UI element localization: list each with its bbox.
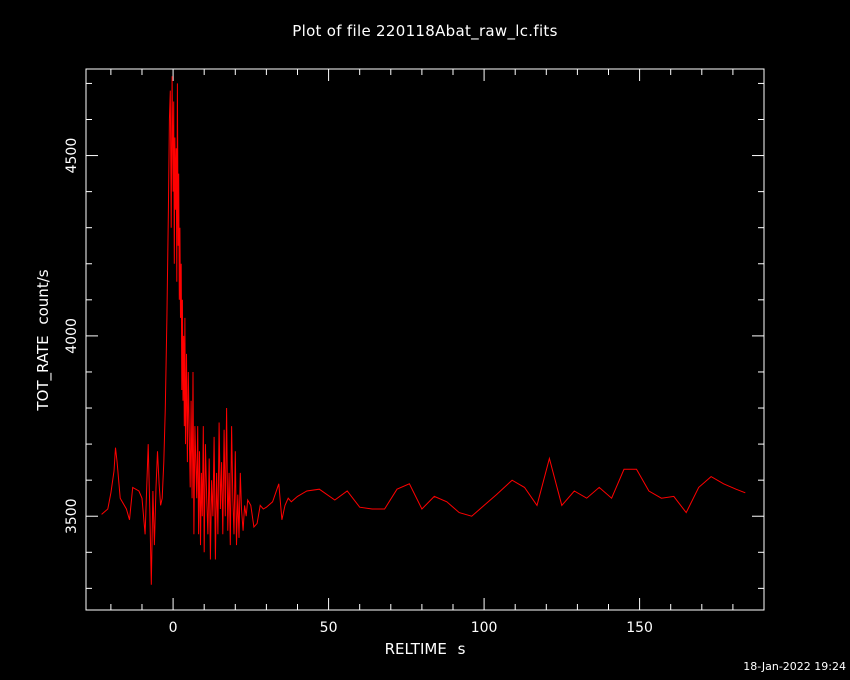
y-tick-label: 4000 [64, 318, 80, 354]
x-tick-label: 150 [626, 620, 653, 636]
x-tick-label: 100 [471, 620, 498, 636]
plot-timestamp: 18-Jan-2022 19:24 [743, 660, 846, 673]
plot-frame [85, 68, 765, 611]
axis-ticks [86, 69, 765, 610]
x-axis-label: RELTIME s [384, 640, 466, 658]
series-line-tot-rate [101, 76, 746, 585]
axis-tick-labels: 0 50 100 150 3500 4000 4500 [64, 138, 653, 636]
y-tick-label: 3500 [64, 498, 80, 534]
x-tick-label: 0 [169, 620, 178, 636]
y-tick-label: 4500 [64, 138, 80, 174]
chart-title: Plot of file 220118Abat_raw_lc.fits [292, 22, 558, 40]
x-tick-label: 50 [320, 620, 338, 636]
y-axis-label: TOT_RATE count/s [34, 269, 52, 411]
